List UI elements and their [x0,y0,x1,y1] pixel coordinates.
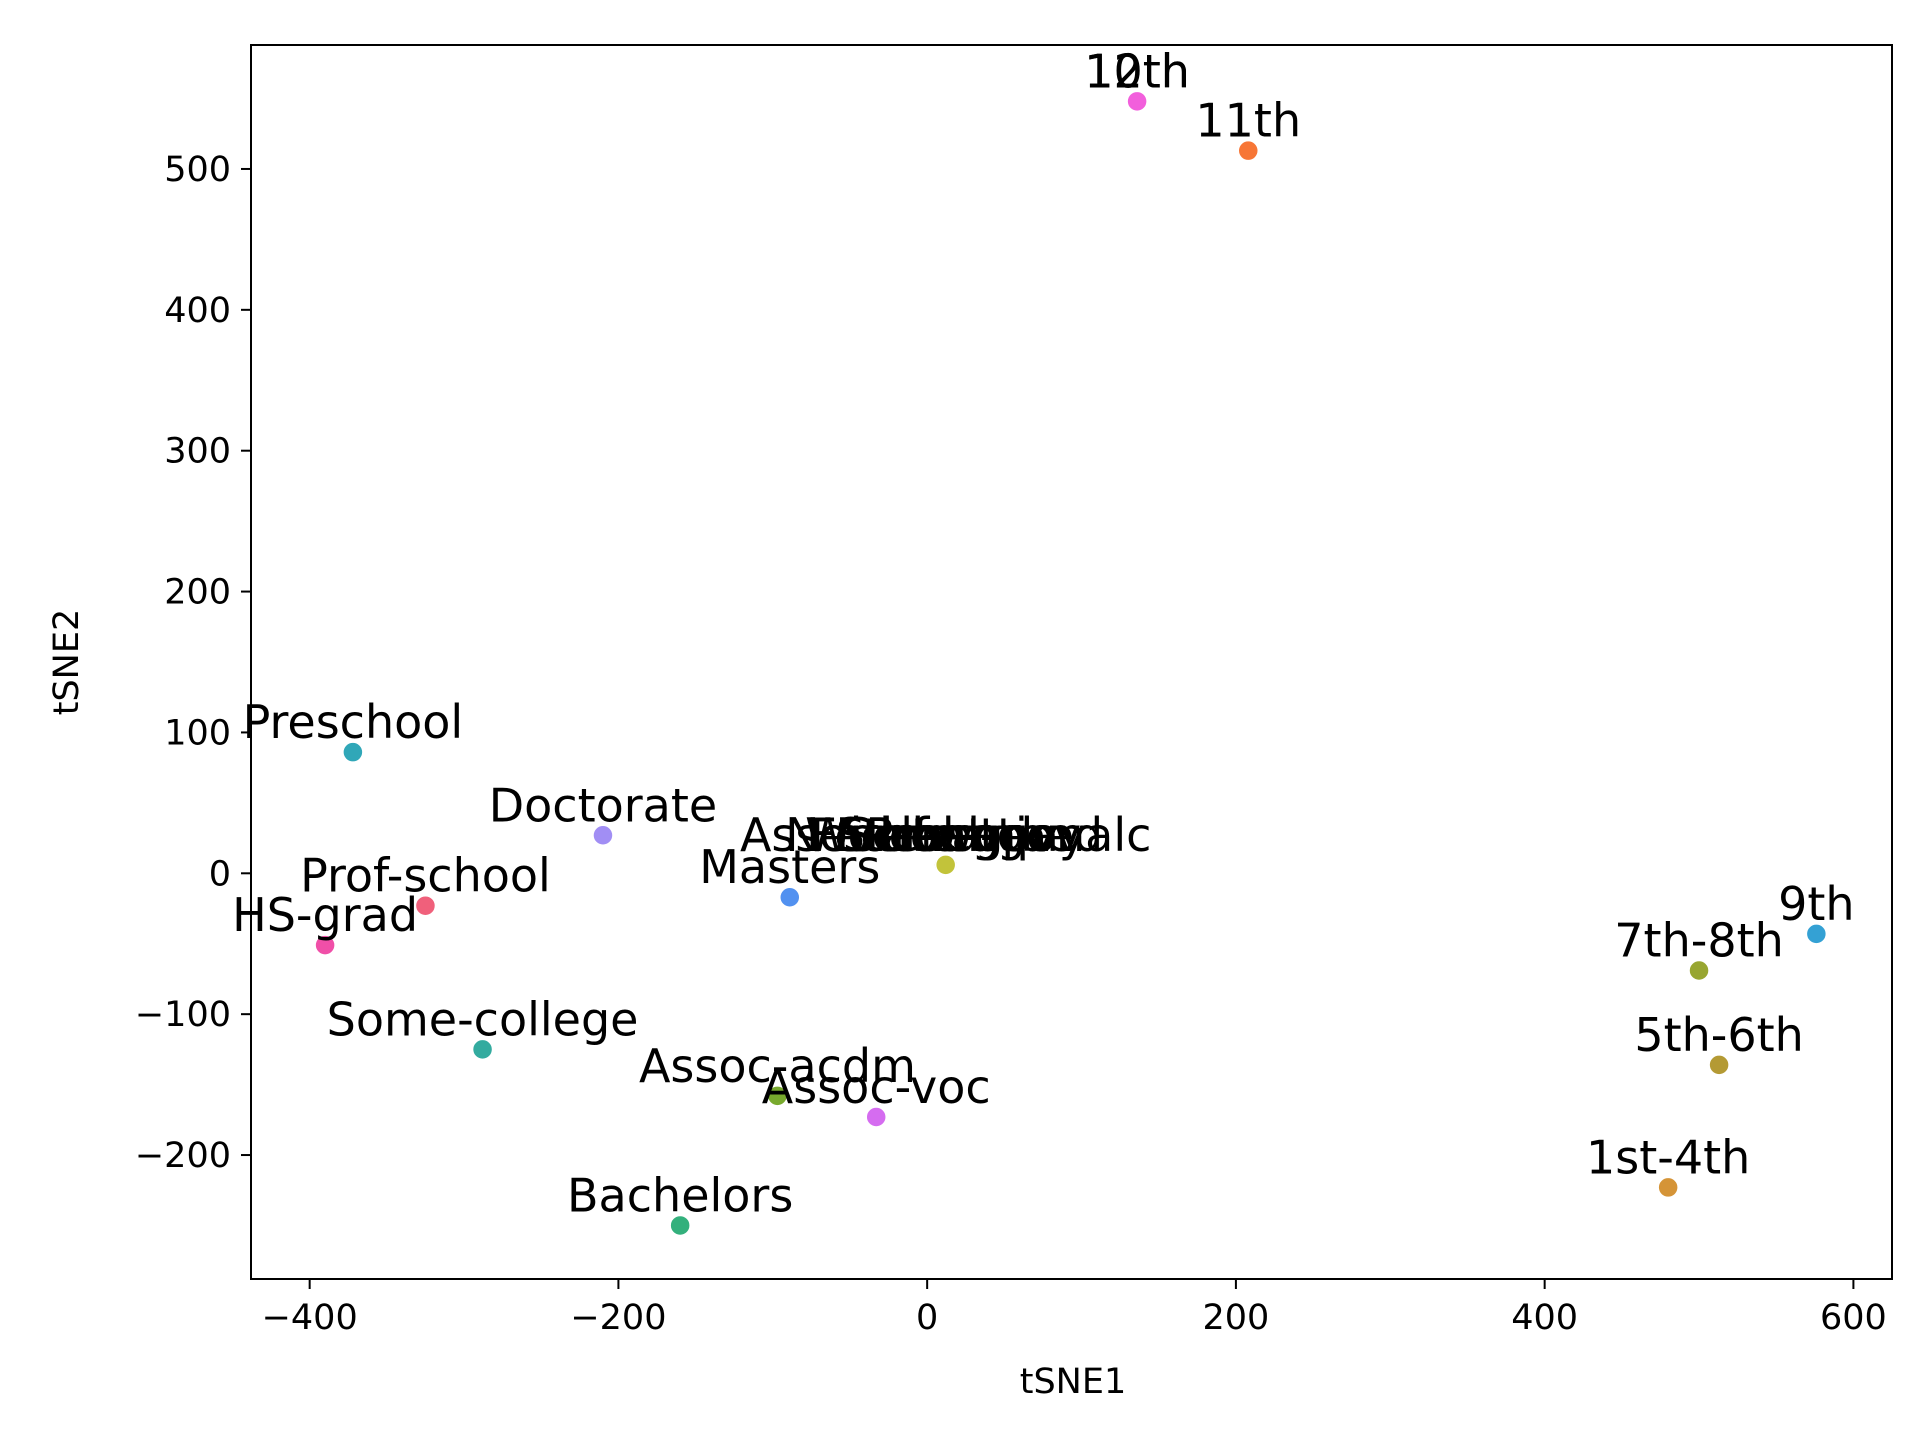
point-label: Never-worked [785,808,1103,862]
point-label: Masters [699,840,880,894]
data-point [669,1214,691,1237]
point-label: Some-college [327,992,639,1046]
point-label: 7th-8th [1614,914,1784,968]
y-tick-label: −100 [135,995,231,1035]
plot-frame [250,44,1893,1280]
data-point [414,894,437,917]
y-axis-title: tSNE2 [47,609,87,716]
data-point [342,741,364,763]
point-label: Assoc-vocationalc [740,808,1151,862]
data-point [1237,139,1260,162]
point-label: Self-emp [843,808,1046,862]
data-point [779,886,801,908]
x-tick-label: 600 [1820,1298,1887,1338]
x-axis-title: tSNE1 [1020,1362,1127,1402]
x-tick-label: 200 [1203,1298,1270,1338]
marks-layer [314,90,1828,1237]
point-label: 10th [1084,44,1190,98]
x-tick-label: −400 [262,1298,358,1338]
y-tick-label: 400 [164,291,231,331]
point-label: Preschool [243,695,464,749]
y-tick-label: 200 [164,573,231,613]
data-point [865,1106,887,1128]
data-point [1708,1054,1730,1076]
y-tick-label: −200 [135,1136,231,1176]
data-point [471,1038,494,1061]
point-label: Bachelors [567,1168,793,1222]
point-label: Assoc-acdm [639,1039,916,1093]
data-point [1688,959,1710,982]
data-point [934,854,957,876]
point-label: Local-gov [835,808,1055,862]
y-tick-label: 100 [164,713,231,753]
x-tick-label: −200 [570,1298,666,1338]
point-label: 1st-4th [1586,1130,1750,1184]
point-label: Federal-gov [810,808,1081,862]
y-tick-label: 300 [164,432,231,472]
axes-layer: −400 −200 0 200 400 600 −200 −100 0 100 200 300 400 5… [135,44,1893,1338]
x-tick-label: 400 [1511,1298,1578,1338]
point-label: Private [865,808,1025,862]
point-label: Assoc-voc [762,1060,991,1114]
data-point [314,934,336,956]
y-tick-label: 0 [209,854,231,894]
data-point [1657,1176,1679,1199]
y-tick-label: 500 [164,150,231,190]
data-point [1126,90,1148,113]
point-label: 11th [1195,94,1301,148]
point-label: HS-grad [232,888,418,942]
x-tick-label: 0 [916,1298,938,1338]
point-label: Prof-school [300,849,551,903]
data-point [592,824,614,847]
point-label: State-gov [836,808,1059,862]
point-label: 5th-6th [1634,1008,1804,1062]
data-point [1805,923,1828,945]
point-label: Without-pay [805,808,1086,862]
point-label: 12th [1084,44,1190,98]
data-point [766,1085,789,1107]
point-label: 9th [1778,877,1854,931]
point-label: Doctorate [489,778,717,832]
